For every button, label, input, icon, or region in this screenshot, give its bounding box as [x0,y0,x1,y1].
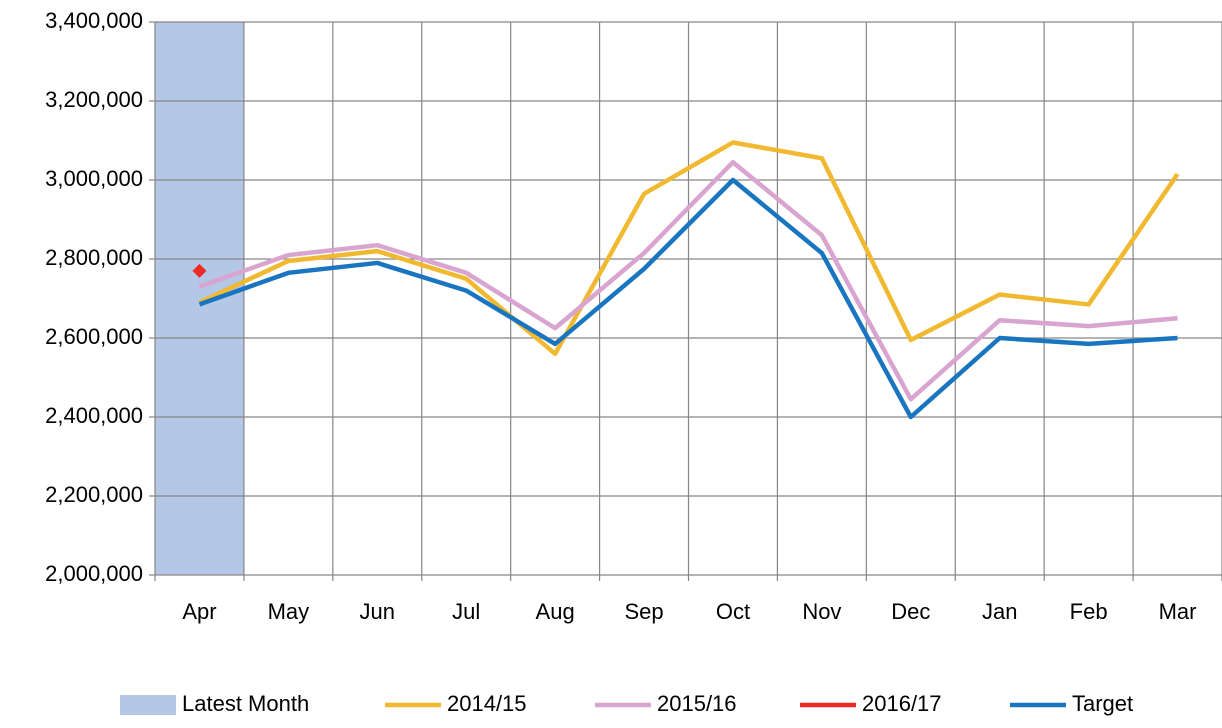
x-tick-label: Sep [624,599,663,624]
x-tick-label: Feb [1070,599,1108,624]
y-tick-label: 2,200,000 [45,482,143,507]
legend-label: 2016/17 [862,691,942,716]
bar [155,22,244,575]
x-tick-label: Dec [891,599,930,624]
y-tick-label: 3,200,000 [45,87,143,112]
y-tick-label: 2,000,000 [45,561,143,586]
series-line [198,159,1178,402]
series-line [198,140,1180,357]
x-tick-label: Jul [452,599,480,624]
y-tick-label: 2,400,000 [45,403,143,428]
x-tick-label: Nov [802,599,841,624]
legend-swatch [120,695,176,715]
x-tick-label: May [268,599,310,624]
legend-label: 2014/15 [447,691,527,716]
point-marker [192,263,207,278]
x-tick-label: Aug [536,599,575,624]
series-line [198,177,1178,420]
y-tick-label: 3,400,000 [45,8,143,33]
x-tick-label: Apr [182,599,216,624]
y-tick-label: 3,000,000 [45,166,143,191]
y-tick-label: 2,600,000 [45,324,143,349]
x-tick-label: Mar [1159,599,1197,624]
x-tick-label: Oct [716,599,750,624]
legend-label: Latest Month [182,691,309,716]
legend-label: Target [1072,691,1133,716]
legend-label: 2015/16 [657,691,737,716]
x-tick-label: Jun [360,599,395,624]
x-tick-label: Jan [982,599,1017,624]
y-tick-label: 2,800,000 [45,245,143,270]
